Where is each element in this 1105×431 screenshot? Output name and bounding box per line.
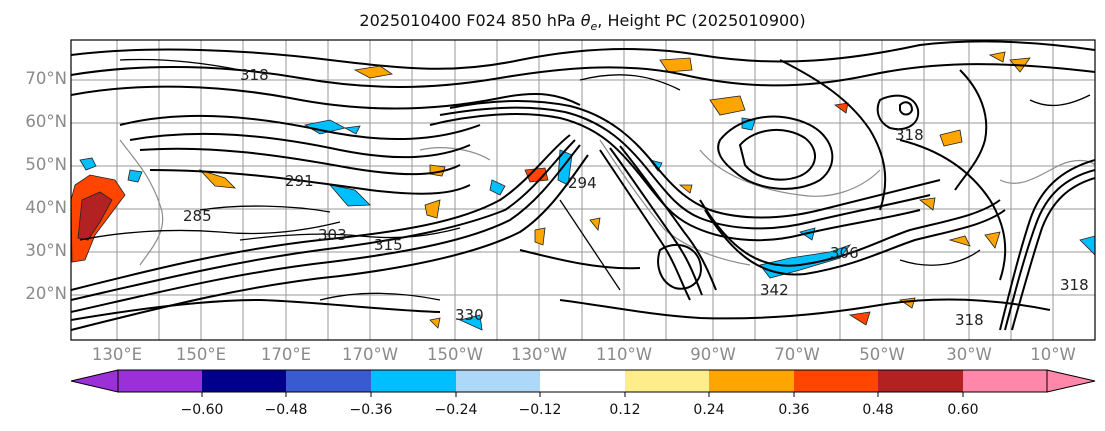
colorbar-segment: [878, 370, 963, 392]
contour-label: 315: [374, 236, 403, 254]
colorbar-segment: [118, 370, 202, 392]
map-frame: [70, 39, 1096, 341]
lon-label: 170°E: [260, 345, 312, 364]
contour-lines-thin: [79, 58, 1091, 301]
contour-label: 318: [955, 311, 984, 329]
lon-label: 70°W: [774, 345, 820, 364]
lat-label: 20°N: [25, 284, 67, 303]
figure-title: 2025010400 F024 850 hPa θe, Height PC (2…: [359, 11, 806, 34]
colorbar-tick-label: 0.36: [778, 402, 810, 418]
lon-label: 10°W: [1030, 345, 1076, 364]
lon-label: 90°W: [690, 345, 736, 364]
lat-label: 70°N: [25, 69, 67, 88]
colorbar-tick-label: −0.24: [434, 402, 478, 418]
colorbar-tick-label: −0.12: [518, 402, 562, 418]
contour-label: 342: [760, 281, 789, 299]
colorbar-tick-label: −0.48: [264, 402, 308, 418]
colorbar-tickmarks: [201, 392, 964, 397]
lon-label: 150°W: [426, 345, 484, 364]
colorbar-segment: [709, 370, 794, 392]
colorbar-segment: [625, 370, 709, 392]
colorbar-segment: [202, 370, 286, 392]
colorbar-over-arrow: [1046, 369, 1096, 393]
lon-label: 130°E: [91, 345, 143, 364]
lon-label: 130°W: [510, 345, 568, 364]
colorbar: [70, 369, 1096, 397]
lon-label: 50°W: [859, 345, 905, 364]
colorbar-tick-label: 0.24: [693, 402, 725, 418]
lat-label: 50°N: [25, 155, 67, 174]
colorbar-tick-label: 0.12: [609, 402, 641, 418]
colorbar-tick-label: −0.36: [349, 402, 393, 418]
colorbar-segment: [456, 370, 540, 392]
colorbar-outline: [117, 369, 1048, 393]
colorbar-segment: [963, 370, 1047, 392]
lat-label: 40°N: [25, 198, 67, 217]
lon-label: 110°W: [595, 345, 653, 364]
contour-label: 330: [455, 306, 484, 324]
lon-label: 170°W: [341, 345, 399, 364]
colorbar-under-arrow: [70, 369, 119, 393]
colorbar-segment: [371, 370, 456, 392]
colorbar-tick-label: 0.60: [947, 402, 979, 418]
contour-label: 294: [568, 174, 597, 192]
colorbar-segment: [286, 370, 371, 392]
contour-label: 318: [240, 66, 269, 84]
contour-lines: [71, 40, 1095, 331]
colorbar-tick-label: 0.48: [862, 402, 894, 418]
contour-label: 291: [285, 172, 314, 190]
colorbar-segment: [794, 370, 878, 392]
lat-label: 60°N: [25, 112, 67, 131]
lon-label: 30°W: [946, 345, 992, 364]
colorbar-segment: [540, 370, 625, 392]
anomaly-fills: [71, 51, 1095, 331]
contour-label: 285: [183, 207, 212, 225]
lon-label: 150°E: [175, 345, 227, 364]
colorbar-tick-label: −0.60: [180, 402, 224, 418]
lat-label: 30°N: [25, 241, 67, 260]
contour-label: 306: [830, 244, 859, 262]
contour-label: 303: [318, 226, 347, 244]
contour-label: 318: [1060, 276, 1089, 294]
contour-label: 318: [895, 126, 924, 144]
contour-labels: 285 291 318 303 315 294 318 330 318 342 …: [183, 66, 1089, 329]
